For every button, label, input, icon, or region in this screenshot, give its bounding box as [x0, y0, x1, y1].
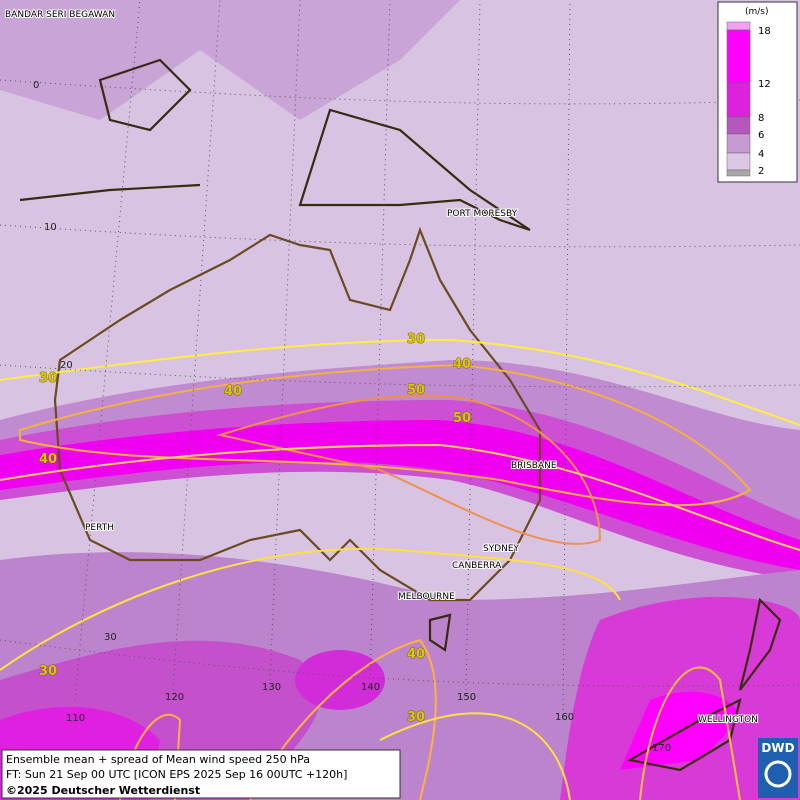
legend-swatch [726, 29, 751, 84]
lon-label: 170 [652, 743, 671, 754]
contour-label: 50 [407, 383, 425, 398]
logo-box [758, 738, 798, 798]
contours [0, 338, 800, 800]
city-label: MELBOURNE [398, 592, 455, 602]
legend-tick: 12 [758, 79, 771, 90]
lat-label: 10 [44, 222, 57, 233]
contour-label: 40 [39, 452, 57, 467]
legend-swatch [726, 152, 751, 171]
footer-line: FT: Sun 21 Sep 00 UTC [ICON EPS 2025 Sep… [6, 768, 347, 781]
lat-label: 0 [33, 80, 39, 91]
city-label: PORT MORESBY [447, 209, 518, 219]
lon-label: 140 [361, 682, 380, 693]
footer-box [1, 749, 401, 799]
legend-tick: 4 [758, 149, 764, 160]
legend-tick: 18 [758, 26, 771, 37]
legend-swatch [726, 116, 751, 135]
lon-label: 150 [457, 692, 476, 703]
contour-label: 40 [453, 357, 471, 372]
city-label: BRISBANE [511, 461, 557, 471]
contour-label: 30 [39, 664, 57, 679]
city-label: CANBERRA [452, 561, 502, 571]
footer-line: ©2025 Deutscher Wetterdienst [6, 784, 200, 797]
legend-tick: 8 [758, 113, 764, 124]
city-label: PERTH [85, 523, 114, 533]
lon-label: 120 [165, 692, 184, 703]
city-label: BANDAR SERI BEGAWAN [5, 10, 115, 20]
lat-label: 20 [60, 360, 73, 371]
contour-label: 40 [407, 647, 425, 662]
city-label: WELLINGTON [698, 715, 758, 725]
contour-label: 40 [224, 384, 242, 399]
logo: DWD [761, 741, 794, 755]
contour-label: 30 [407, 710, 425, 725]
logo-swirl [764, 760, 792, 788]
legend-tick: 6 [758, 130, 764, 141]
contour-label: 30 [39, 371, 57, 386]
lon-label: 130 [262, 682, 281, 693]
contour-label: 50 [453, 411, 471, 426]
legend-swatch [726, 21, 751, 31]
lon-label: 110 [66, 713, 85, 724]
lat-label: 30 [104, 632, 117, 643]
legend-swatch [726, 169, 751, 177]
legend: (m/s) 18 12 8 6 4 2 [717, 1, 798, 183]
legend-unit: (m/s) [745, 7, 769, 17]
lon-label: 160 [555, 712, 574, 723]
footer-line: Ensemble mean + spread of Mean wind spee… [6, 753, 310, 766]
city-label: SYDNEY [483, 544, 520, 554]
legend-tick: 2 [758, 166, 764, 177]
legend-swatch [726, 82, 751, 118]
contour-label: 30 [407, 332, 425, 347]
graticule [0, 0, 800, 711]
coastlines [19, 58, 782, 772]
legend-swatch [726, 133, 751, 154]
